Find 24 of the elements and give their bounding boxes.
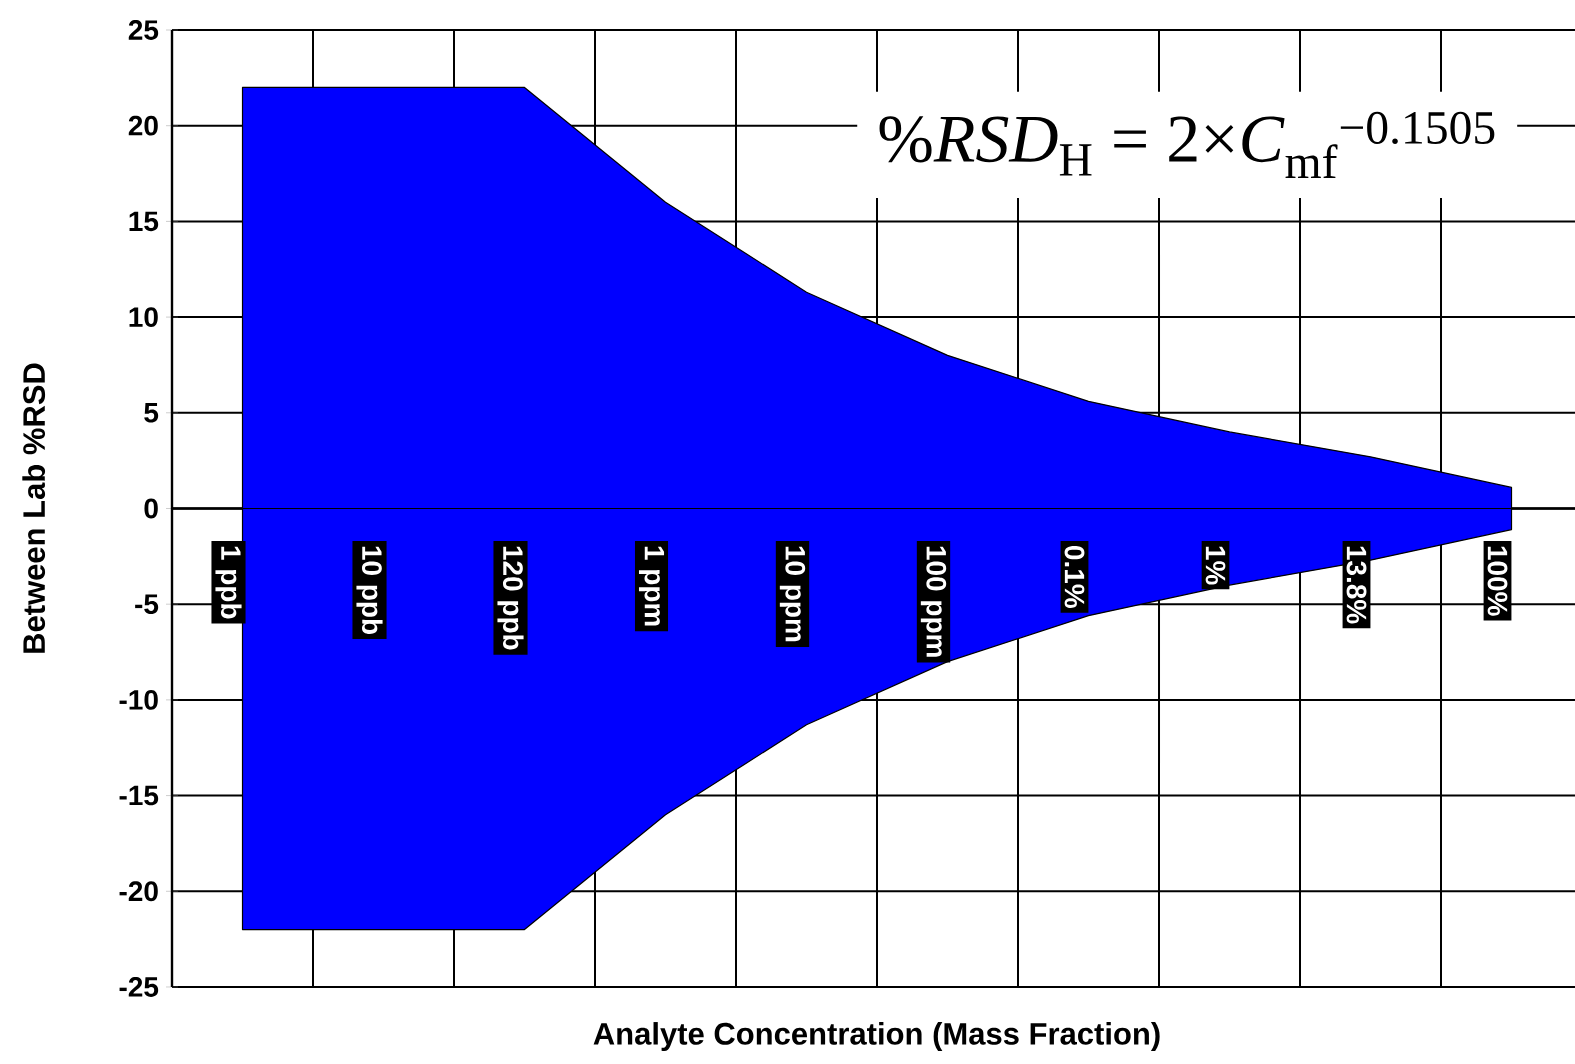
y-tick-label: -25 [119, 977, 159, 997]
x-axis-title: Analyte Concentration (Mass Fraction) [593, 1022, 1160, 1051]
y-tick-label: -10 [119, 689, 158, 710]
x-tick-label: 10 ppm [779, 546, 806, 642]
x-tick-label: 120 ppb [497, 546, 524, 650]
x-tick-label: 13.8% [1346, 546, 1367, 624]
y-tick-label: 10 [129, 307, 158, 328]
x-tick-label: 1% [1205, 546, 1226, 585]
annotation: %RSD$_{H}$ = 2×C$_{mf}$−0.1505 [879, 111, 1495, 178]
x-tick-label: 1 ppm [638, 546, 665, 626]
y-tick-label: 5 [144, 403, 159, 423]
x-tick-label: 1 ppb [215, 546, 242, 619]
x-tick-label: 100% [1487, 546, 1508, 616]
y-tick-label: 20 [128, 115, 158, 136]
y-tick-label: -20 [119, 881, 158, 902]
y-tick-label: 25 [128, 20, 159, 40]
y-axis-title: Between Lab %RSD [22, 363, 46, 653]
x-tick-label: 0.1% [1064, 545, 1085, 608]
y-tick-label: -15 [119, 785, 159, 806]
x-tick-label: 10 ppb [356, 546, 383, 634]
y-tick-label: 15 [129, 211, 159, 232]
y-tick-label: 0 [144, 498, 158, 519]
y-tick-label: -5 [135, 594, 159, 614]
x-tick-label: 100 ppm [920, 546, 947, 657]
